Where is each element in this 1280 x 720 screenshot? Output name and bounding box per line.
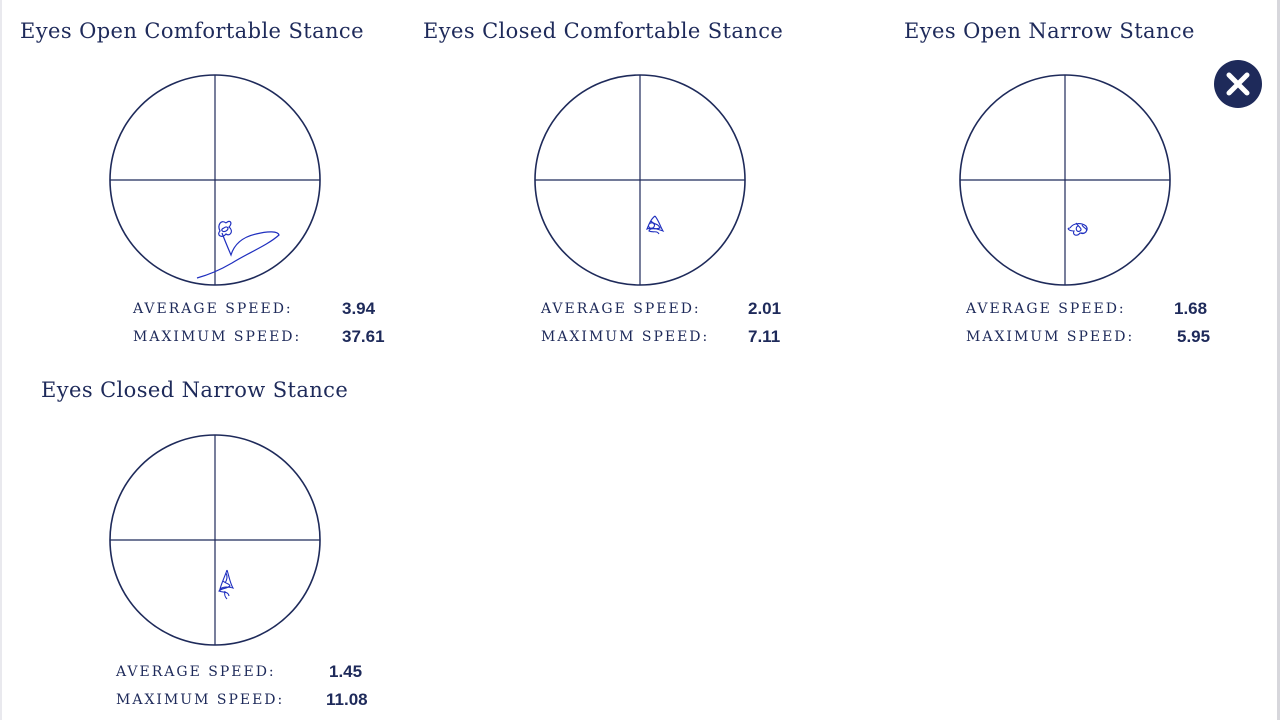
window-edge-left [0, 0, 2, 720]
maximum-speed-label: MAXIMUM SPEED: [116, 692, 285, 708]
maximum-speed-label: MAXIMUM SPEED: [966, 329, 1135, 345]
average-speed-label: AVERAGE SPEED: [966, 301, 1126, 317]
average-speed-row: AVERAGE SPEED: 2.01 [541, 298, 781, 320]
panel-title: Eyes Closed Comfortable Stance [423, 19, 784, 43]
average-speed-value: 3.94 [342, 299, 376, 318]
average-speed-label: AVERAGE SPEED: [133, 301, 293, 317]
maximum-speed-label: MAXIMUM SPEED: [541, 329, 710, 345]
maximum-speed-value: 5.95 [1177, 327, 1211, 346]
sway-trace [218, 569, 235, 600]
average-speed-value: 1.45 [329, 662, 363, 681]
maximum-speed-value: 7.11 [748, 327, 781, 346]
close-button[interactable] [1214, 60, 1262, 108]
sway-trace [1067, 222, 1088, 236]
sway-plot [533, 73, 747, 287]
maximum-speed-row: MAXIMUM SPEED: 7.11 [541, 326, 780, 348]
panel-title: Eyes Closed Narrow Stance [41, 378, 349, 402]
sway-trace [196, 220, 280, 279]
close-icon [1226, 72, 1250, 96]
maximum-speed-row: MAXIMUM SPEED: 37.61 [133, 326, 385, 348]
average-speed-row: AVERAGE SPEED: 3.94 [133, 298, 375, 320]
maximum-speed-value: 37.61 [342, 327, 385, 346]
average-speed-value: 2.01 [748, 299, 782, 318]
maximum-speed-value: 11.08 [326, 690, 368, 709]
average-speed-row: AVERAGE SPEED: 1.45 [116, 661, 362, 683]
maximum-speed-label: MAXIMUM SPEED: [133, 329, 302, 345]
sway-plot [958, 73, 1172, 287]
window-edge-right [1277, 0, 1280, 720]
panel-title: Eyes Open Narrow Stance [904, 19, 1195, 43]
sway-plot [108, 73, 322, 287]
maximum-speed-row: MAXIMUM SPEED: 5.95 [966, 326, 1210, 348]
average-speed-value: 1.68 [1174, 299, 1208, 318]
sway-plot [108, 433, 322, 647]
maximum-speed-row: MAXIMUM SPEED: 11.08 [116, 689, 368, 711]
panel-title: Eyes Open Comfortable Stance [20, 19, 364, 43]
average-speed-row: AVERAGE SPEED: 1.68 [966, 298, 1207, 320]
sway-trace [646, 215, 665, 235]
average-speed-label: AVERAGE SPEED: [116, 664, 276, 680]
average-speed-label: AVERAGE SPEED: [541, 301, 701, 317]
